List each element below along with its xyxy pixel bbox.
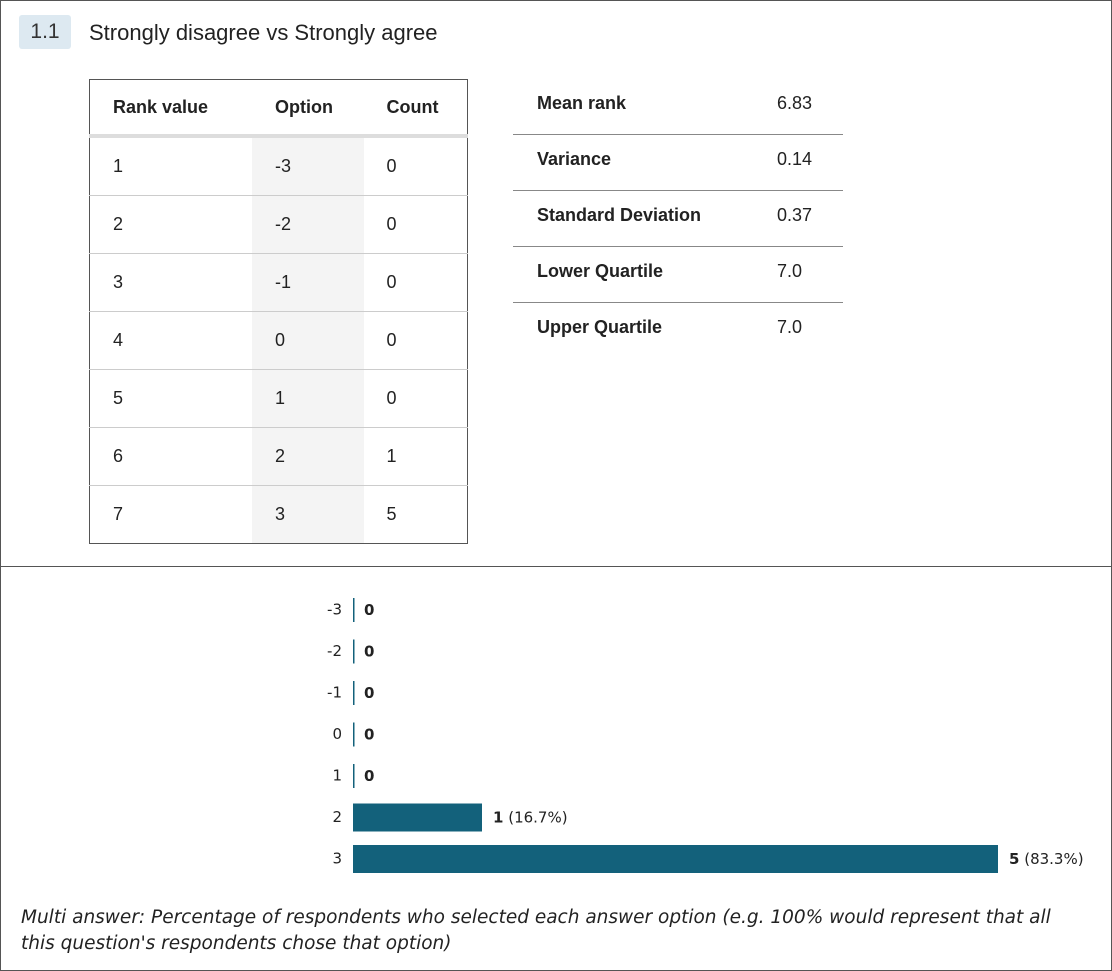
table-cell: 0 bbox=[252, 311, 364, 370]
category-label: 3 bbox=[332, 850, 342, 868]
table-cell: 1 bbox=[252, 369, 364, 428]
category-label: 2 bbox=[332, 808, 342, 826]
rank-table: Rank value Option Count 1 -3 0 2 -2 0 3 -1 0 4 0 0 5 1 0 6… bbox=[89, 79, 468, 544]
stat-value: 0.37 bbox=[777, 205, 813, 225]
category-label: -1 bbox=[327, 684, 342, 702]
value-label: 5 (83.3%) bbox=[1009, 850, 1084, 868]
value-label: 0 bbox=[364, 767, 374, 785]
stat-label: Variance bbox=[537, 149, 612, 169]
stat-value: 7.0 bbox=[777, 317, 803, 337]
column-header: Rank value bbox=[89, 79, 253, 138]
table-cell: 4 bbox=[89, 311, 253, 370]
count-label: 0 bbox=[364, 767, 374, 785]
table-cell: 2 bbox=[89, 195, 253, 254]
table-cell: 0 bbox=[363, 195, 468, 254]
count-label: 5 bbox=[1009, 850, 1019, 868]
footnote: Multi answer: Percentage of respondents … bbox=[21, 907, 1051, 954]
table-cell: 2 bbox=[252, 427, 364, 486]
category-label: -2 bbox=[327, 642, 342, 660]
bar bbox=[353, 845, 998, 873]
count-label: 1 bbox=[493, 808, 503, 826]
bar bbox=[353, 803, 482, 832]
table-cell: 3 bbox=[252, 485, 364, 544]
summary-section: 1.1 Strongly disagree vs Strongly agree … bbox=[1, 1, 1111, 567]
stats-table: Mean rank 6.83 Variance 0.14 Standard Deviat… bbox=[513, 79, 843, 358]
table-cell: 1 bbox=[363, 427, 468, 486]
stat-row: Variance 0.14 bbox=[513, 135, 843, 191]
table-cell: 6 bbox=[89, 427, 253, 486]
stat-row: Lower Quartile 7.0 bbox=[513, 247, 843, 303]
bar bbox=[353, 722, 355, 747]
table-row: 1 -3 0 bbox=[89, 135, 468, 196]
category-label: -3 bbox=[327, 601, 342, 619]
value-label: 0 bbox=[364, 684, 374, 702]
table-cell: -2 bbox=[252, 195, 364, 254]
count-label: 0 bbox=[364, 642, 374, 660]
table-cell: 3 bbox=[89, 253, 253, 312]
question-title: Strongly disagree vs Strongly agree bbox=[89, 20, 438, 45]
stat-row: Mean rank 6.83 bbox=[513, 79, 843, 135]
table-cell: 5 bbox=[363, 485, 468, 544]
stat-label: Standard Deviation bbox=[537, 205, 702, 225]
table-cell: 0 bbox=[363, 135, 468, 196]
bar-chart: -3 0 -2 0 -1 0 0 0 1 0 2 1 (16.7%) 3 5 (83.3%) bbox=[327, 598, 1084, 873]
count-label: 0 bbox=[364, 725, 374, 743]
value-label: 0 bbox=[364, 642, 374, 660]
column-header: Option bbox=[252, 79, 364, 138]
stat-value: 0.14 bbox=[777, 149, 813, 169]
value-label: 0 bbox=[364, 601, 374, 619]
value-label: 0 bbox=[364, 725, 374, 743]
percent-label: (16.7%) bbox=[508, 808, 567, 826]
stat-value: 6.83 bbox=[777, 93, 813, 113]
table-cell: -1 bbox=[252, 253, 364, 312]
question-number: 1.1 bbox=[19, 15, 71, 49]
table-cell: 5 bbox=[89, 369, 253, 428]
stat-row: Standard Deviation 0.37 bbox=[513, 191, 843, 247]
table-cell: 0 bbox=[363, 369, 468, 428]
stat-label: Lower Quartile bbox=[537, 261, 664, 281]
table-cell: -3 bbox=[252, 135, 364, 196]
table-row: 3 -1 0 bbox=[89, 253, 468, 312]
category-label: 0 bbox=[332, 725, 342, 743]
bar bbox=[353, 764, 355, 788]
category-label: 1 bbox=[332, 767, 342, 785]
stat-value: 7.0 bbox=[777, 261, 803, 281]
count-label: 0 bbox=[364, 684, 374, 702]
table-cell: 1 bbox=[89, 135, 253, 196]
percent-label: (83.3%) bbox=[1024, 850, 1083, 868]
table-cell: 0 bbox=[363, 253, 468, 312]
stat-label: Mean rank bbox=[537, 93, 627, 113]
table-cell: 7 bbox=[89, 485, 253, 544]
stat-label: Upper Quartile bbox=[537, 317, 663, 337]
bar bbox=[353, 681, 355, 705]
bar bbox=[353, 639, 355, 664]
value-label: 1 (16.7%) bbox=[493, 808, 568, 826]
table-cell: 0 bbox=[363, 311, 468, 370]
count-label: 0 bbox=[364, 601, 374, 619]
column-header: Count bbox=[363, 79, 468, 138]
stat-row: Upper Quartile 7.0 bbox=[513, 303, 843, 358]
bar bbox=[353, 598, 355, 622]
table-row: 2 -2 0 bbox=[89, 195, 468, 254]
